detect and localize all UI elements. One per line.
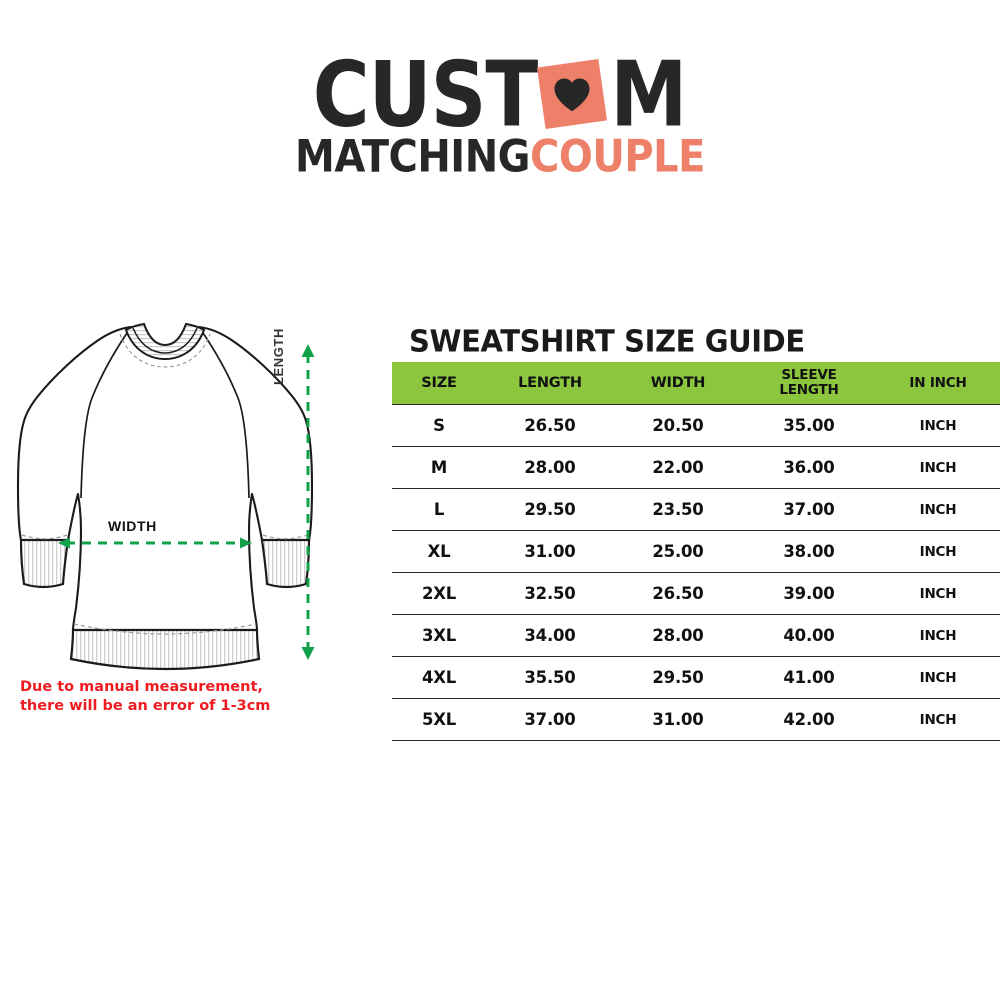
- size-guide-table: SIZE LENGTH WIDTH SLEEVE LENGTH IN INCH …: [392, 362, 1000, 741]
- heart-in-square-icon: [537, 58, 608, 130]
- table-row: 3XL 34.00 28.00 40.00 INCH: [392, 614, 1000, 657]
- length-measure-arrow: [301, 344, 315, 660]
- brand-text-matching: MATCHING: [295, 131, 530, 183]
- width-label: WIDTH: [108, 518, 157, 534]
- table-row: 2XL 32.50 26.50 39.00 INCH: [392, 572, 1000, 615]
- width-measure-arrow: [58, 537, 252, 549]
- cell-width: 29.50: [614, 656, 742, 699]
- disclaimer-line-1: Due to manual measurement,: [20, 679, 263, 695]
- brand-text-custom-part2: M: [609, 41, 687, 147]
- brand-logo-line-2: MATCHING COUPLE: [0, 131, 1000, 183]
- table-row: M 28.00 22.00 36.00 INCH: [392, 446, 1000, 489]
- cell-width: 31.00: [614, 698, 742, 741]
- table-header: SIZE LENGTH WIDTH SLEEVE LENGTH IN INCH: [392, 362, 1000, 405]
- cell-width: 25.00: [614, 530, 742, 573]
- heart-icon: [554, 78, 590, 112]
- cell-length: 26.50: [486, 404, 614, 447]
- table-row: S 26.50 20.50 35.00 INCH: [392, 404, 1000, 447]
- sleeve-header-line-2: LENGTH: [779, 382, 839, 398]
- cell-length: 35.50: [486, 656, 614, 699]
- table-row: XL 31.00 25.00 38.00 INCH: [392, 530, 1000, 573]
- cell-size: L: [392, 488, 486, 531]
- cell-sleeve: 36.00: [742, 446, 876, 489]
- brand-text-custom-part1: CUST: [312, 41, 538, 147]
- cell-size: 3XL: [392, 614, 486, 657]
- sweatshirt-line-drawing: [16, 322, 314, 671]
- cell-width: 20.50: [614, 404, 742, 447]
- column-header-size: SIZE: [392, 362, 486, 405]
- cell-length: 29.50: [486, 488, 614, 531]
- cell-sleeve: 35.00: [742, 404, 876, 447]
- column-header-width: WIDTH: [614, 362, 742, 405]
- brand-logo: CUST M MATCHING COUPLE: [0, 50, 1000, 183]
- cell-unit: INCH: [876, 614, 1000, 657]
- length-label: LENGTH: [271, 327, 286, 385]
- cell-sleeve: 39.00: [742, 572, 876, 615]
- cell-sleeve: 38.00: [742, 530, 876, 573]
- cell-length: 28.00: [486, 446, 614, 489]
- cell-unit: INCH: [876, 656, 1000, 699]
- brand-logo-line-1: CUST M: [312, 50, 687, 140]
- cell-size: 2XL: [392, 572, 486, 615]
- cell-unit: INCH: [876, 698, 1000, 741]
- page-title: SWEATSHIRT SIZE GUIDE: [409, 323, 805, 359]
- table-body: S 26.50 20.50 35.00 INCH M 28.00 22.00 3…: [392, 404, 1000, 741]
- cell-width: 28.00: [614, 614, 742, 657]
- cell-size: XL: [392, 530, 486, 573]
- table-row: L 29.50 23.50 37.00 INCH: [392, 488, 1000, 531]
- cell-size: 5XL: [392, 698, 486, 741]
- measurement-disclaimer: Due to manual measurement, there will be…: [20, 678, 320, 716]
- cell-unit: INCH: [876, 446, 1000, 489]
- column-header-length: LENGTH: [486, 362, 614, 405]
- cell-width: 22.00: [614, 446, 742, 489]
- cell-unit: INCH: [876, 404, 1000, 447]
- cell-unit: INCH: [876, 530, 1000, 573]
- cell-length: 37.00: [486, 698, 614, 741]
- cell-length: 31.00: [486, 530, 614, 573]
- cell-sleeve: 42.00: [742, 698, 876, 741]
- cell-sleeve: 41.00: [742, 656, 876, 699]
- disclaimer-line-2: there will be an error of 1-3cm: [20, 698, 271, 714]
- cell-size: 4XL: [392, 656, 486, 699]
- cell-length: 34.00: [486, 614, 614, 657]
- cell-width: 26.50: [614, 572, 742, 615]
- cell-size: S: [392, 404, 486, 447]
- cell-length: 32.50: [486, 572, 614, 615]
- cell-unit: INCH: [876, 488, 1000, 531]
- sleeve-header-line-1: SLEEVE: [781, 367, 837, 383]
- cell-sleeve: 37.00: [742, 488, 876, 531]
- table-header-row: SIZE LENGTH WIDTH SLEEVE LENGTH IN INCH: [392, 362, 1000, 405]
- cell-unit: INCH: [876, 572, 1000, 615]
- brand-text-couple: COUPLE: [530, 131, 705, 183]
- table-row: 5XL 37.00 31.00 42.00 INCH: [392, 698, 1000, 741]
- sweatshirt-illustration: [0, 318, 330, 688]
- column-header-sleeve-length: SLEEVE LENGTH: [742, 362, 876, 405]
- cell-size: M: [392, 446, 486, 489]
- table-row: 4XL 35.50 29.50 41.00 INCH: [392, 656, 1000, 699]
- cell-width: 23.50: [614, 488, 742, 531]
- column-header-in-inch: IN INCH: [876, 362, 1000, 405]
- cell-sleeve: 40.00: [742, 614, 876, 657]
